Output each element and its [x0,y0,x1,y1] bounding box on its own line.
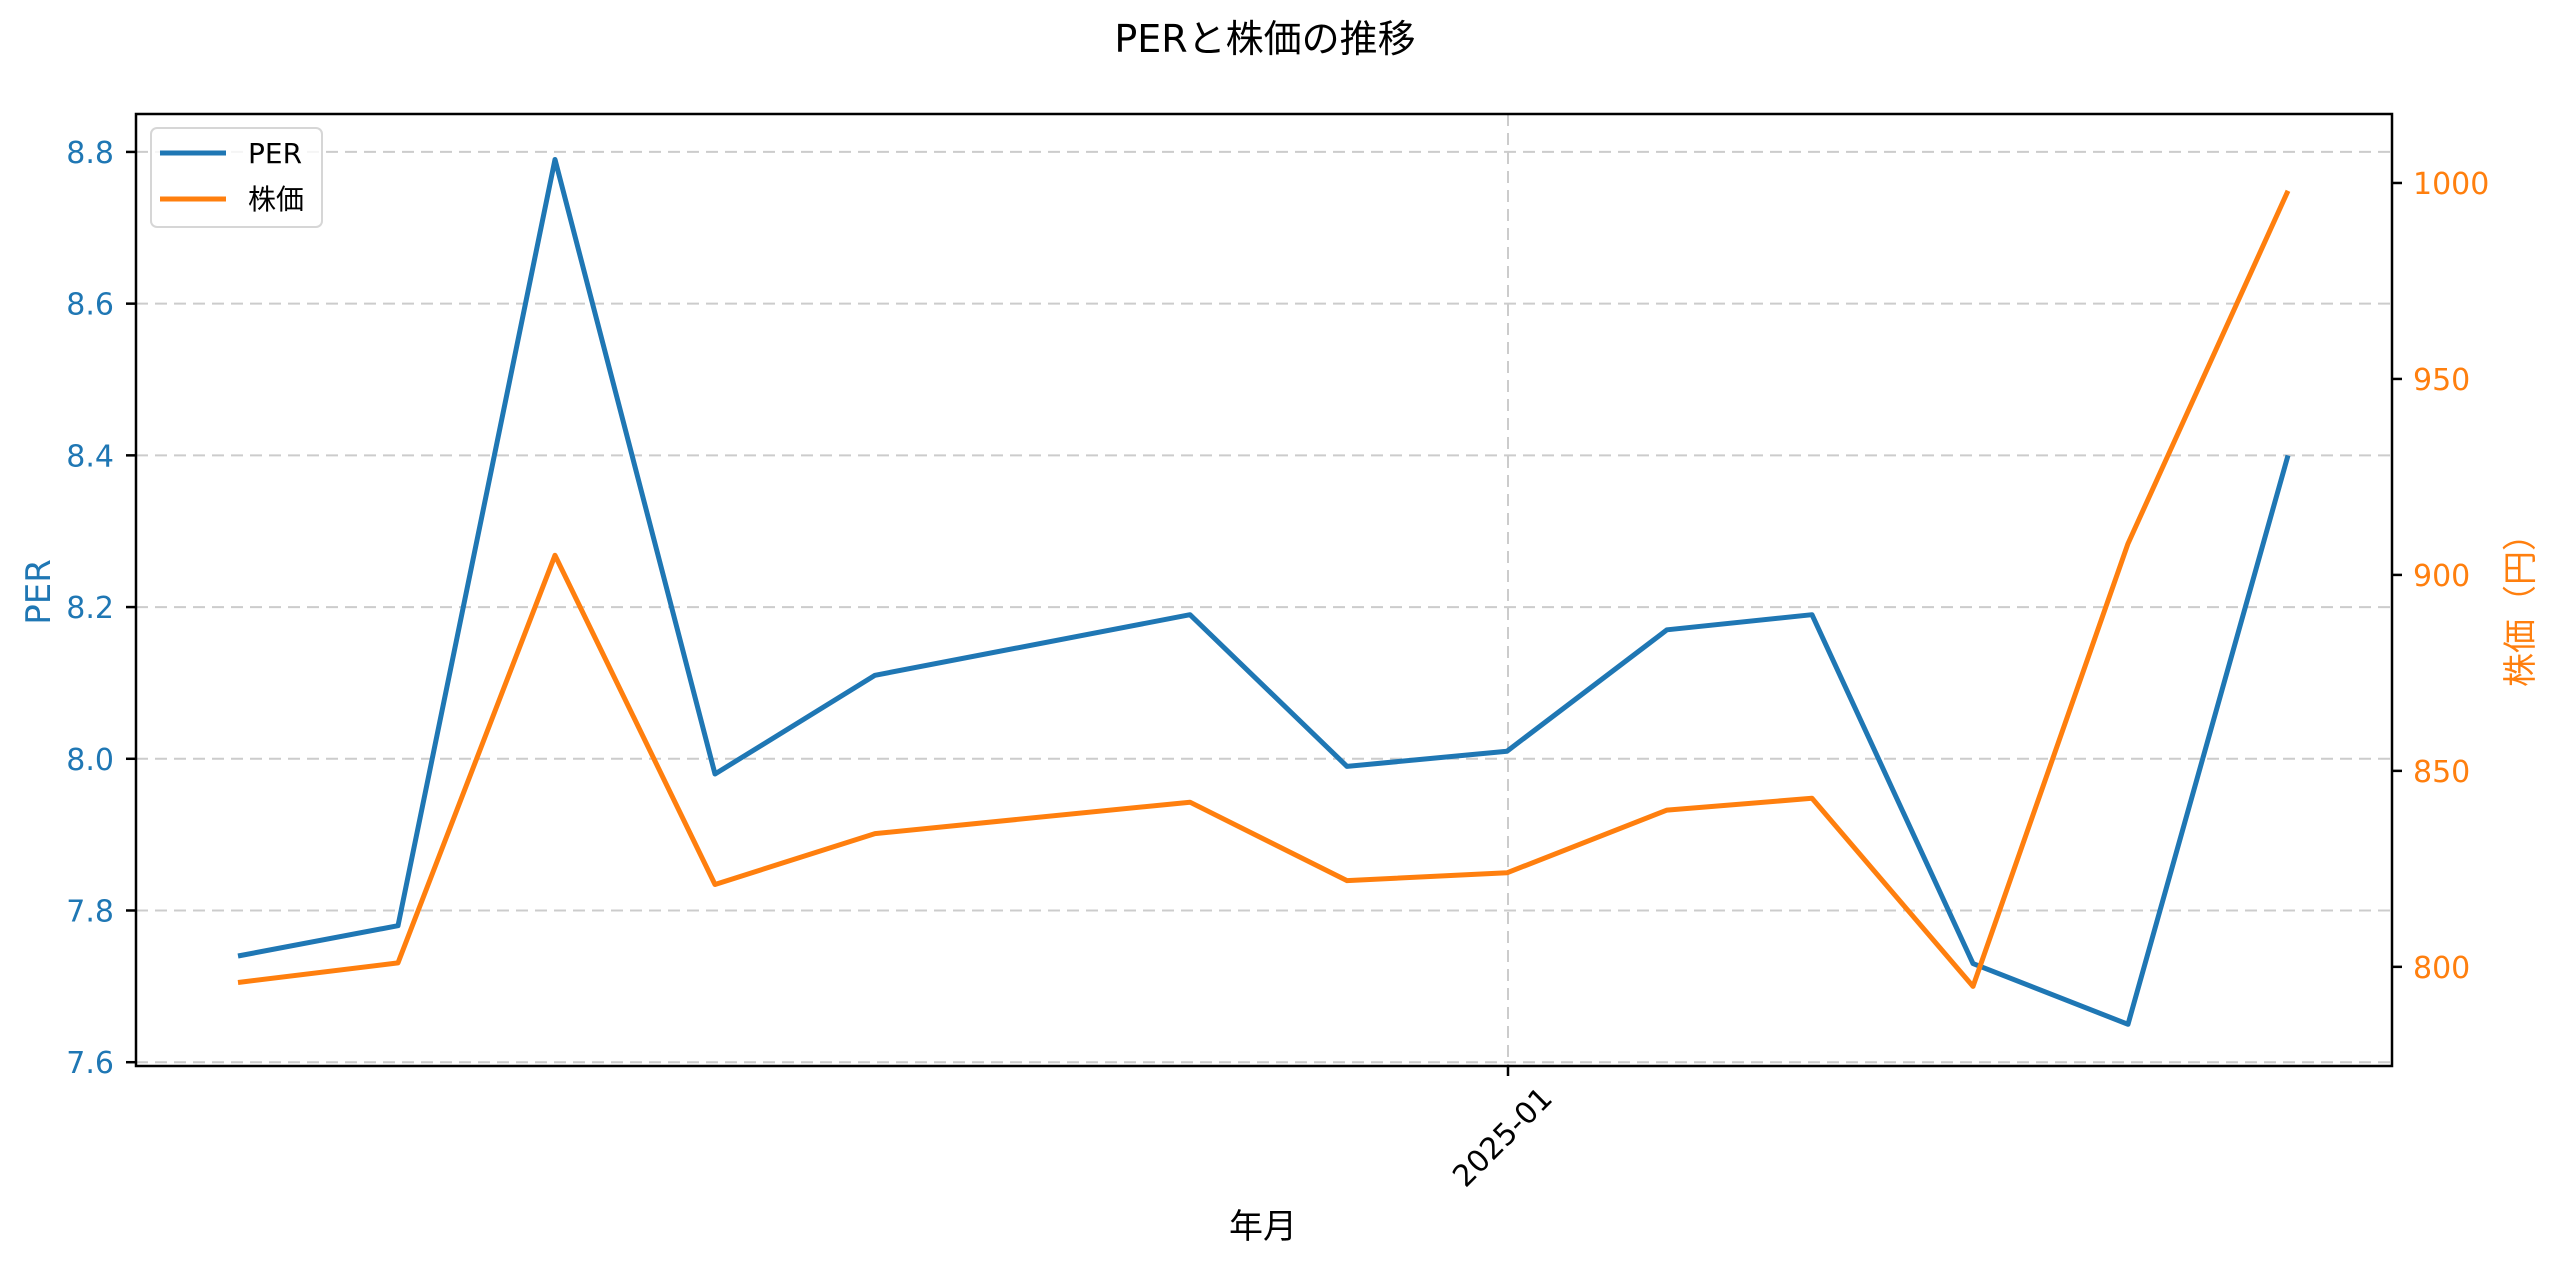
left-tick-label: 7.8 [66,894,114,929]
left-tick-label: 8.6 [66,288,114,323]
left-tick-label: 8.4 [66,439,114,474]
right-axis-label: 株価（円） [2501,517,2541,687]
legend-price-label: 株価 [248,183,304,216]
plot-area-frame [134,112,2394,1068]
x-tick-label: 2025-01 [1446,1081,1559,1194]
right-tick-label: 800 [2413,951,2470,986]
right-y-axis: 800 850 900 950 1000 [2392,167,2489,986]
legend: PER 株価 [150,127,323,228]
per-line [237,157,2291,1027]
left-tick-label: 8.8 [66,136,114,171]
plot-lines [237,157,2291,1027]
right-tick-label: 950 [2413,363,2470,398]
legend-per-label: PER [248,137,302,170]
right-tick-label: 850 [2413,755,2470,790]
left-y-axis: 7.6 7.8 8.0 8.2 8.4 8.6 8.8 [66,136,136,1081]
gridlines [136,114,2392,1066]
left-axis-label: PER [19,559,59,625]
x-axis-label: 年月 [1229,1207,1297,1247]
right-tick-label: 900 [2413,559,2470,594]
left-tick-label: 7.6 [66,1046,114,1081]
left-tick-label: 8.0 [66,743,114,778]
x-axis: 2025-01 [1446,1066,1560,1194]
price-line [237,189,2291,989]
left-tick-label: 8.2 [66,591,114,626]
chart-title: PERと株価の推移 [1114,17,1415,61]
right-tick-label: 1000 [2413,167,2489,202]
